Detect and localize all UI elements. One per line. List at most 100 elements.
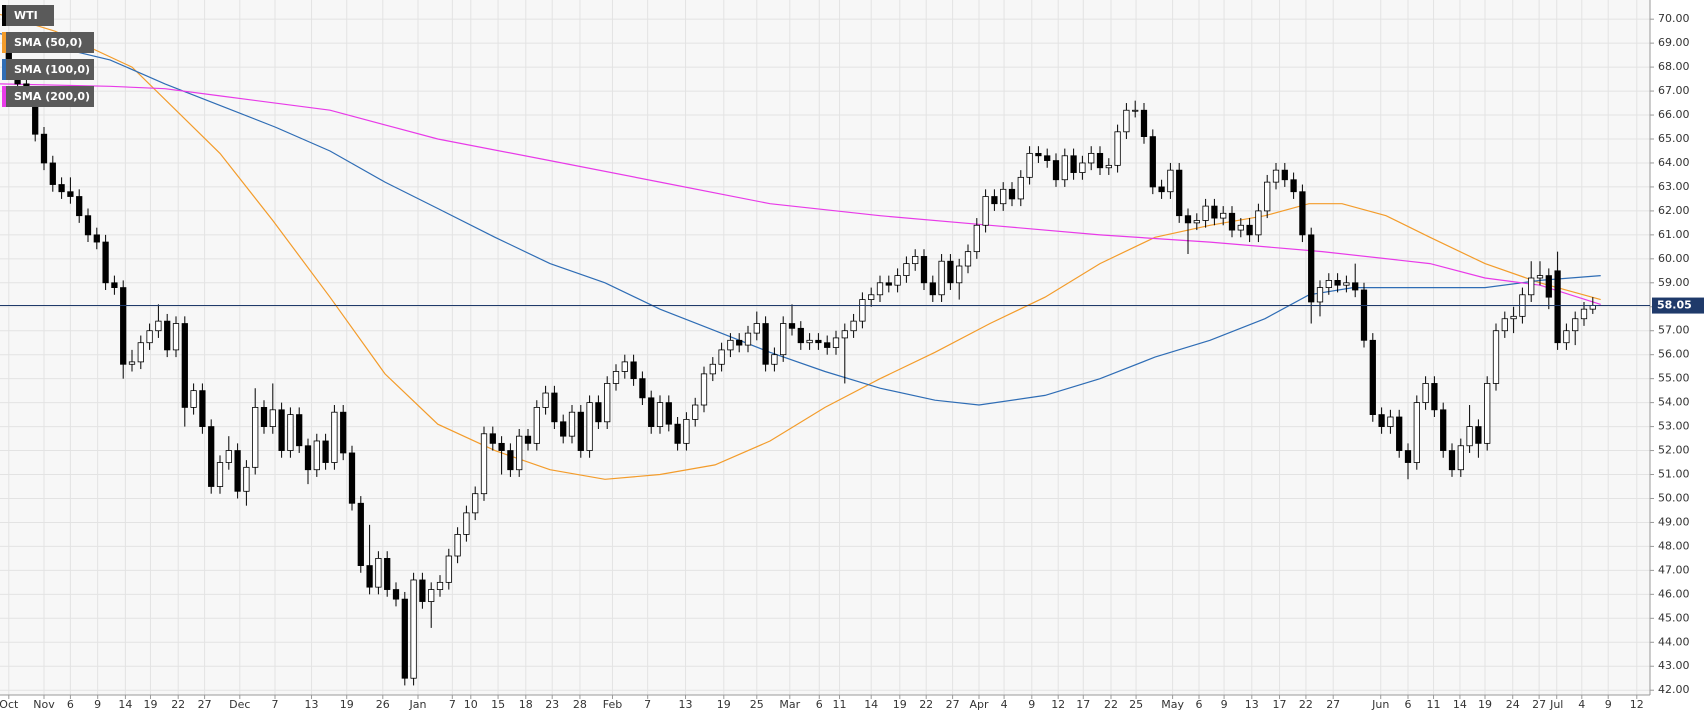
sma-line <box>0 33 1601 406</box>
candle-body <box>498 442 505 451</box>
candle-body <box>560 421 567 437</box>
candle-body <box>1220 212 1227 219</box>
candle-body <box>225 450 232 463</box>
x-tick-label: 22 <box>171 698 185 711</box>
x-tick-label: 22 <box>1299 698 1313 711</box>
candle-body <box>912 256 919 265</box>
candle-body <box>788 323 796 329</box>
candle-body <box>366 565 373 588</box>
candle-body <box>1448 450 1456 471</box>
x-tick-label: 27 <box>1326 698 1340 711</box>
x-tick-label: May <box>1161 698 1184 711</box>
x-tick-label: 14 <box>864 698 878 711</box>
legend-box <box>2 59 94 80</box>
y-tick-label: 49.00 <box>1658 515 1690 528</box>
x-tick-label: 19 <box>1478 698 1492 711</box>
candle-body <box>1255 210 1262 236</box>
candle-body <box>1510 315 1517 320</box>
x-tick-label: 13 <box>305 698 319 711</box>
candle-body <box>656 402 664 427</box>
candle-body <box>1290 179 1297 193</box>
candle-body <box>771 354 778 365</box>
candle-body <box>516 435 523 471</box>
x-tick-label: 12 <box>1630 698 1644 711</box>
candle-body <box>973 224 980 253</box>
x-tick-label: 28 <box>573 698 587 711</box>
candle-body <box>850 320 857 332</box>
candle-body <box>1589 305 1596 310</box>
legend-label: SMA (50,0) <box>14 36 82 49</box>
x-tick-label: 18 <box>519 698 533 711</box>
candle-body <box>357 502 364 566</box>
x-tick-label: 4 <box>1578 698 1585 711</box>
sma-line <box>0 83 1601 305</box>
candle-body <box>401 598 408 679</box>
candle-body <box>806 339 813 344</box>
y-tick-label: 65.00 <box>1658 132 1690 145</box>
x-tick-label: Jul <box>1549 698 1563 711</box>
x-tick-label: 26 <box>376 698 390 711</box>
x-tick-label: 13 <box>1245 698 1259 711</box>
candle-body <box>1026 152 1033 178</box>
candle-body <box>128 361 136 365</box>
candle-body <box>586 402 593 451</box>
candle-body <box>1299 191 1306 236</box>
x-tick-label: 27 <box>198 698 212 711</box>
candle-body <box>604 383 611 423</box>
candle-body <box>956 265 963 284</box>
x-tick-label: 13 <box>679 698 693 711</box>
legend-swatch <box>2 86 6 107</box>
candle-body <box>876 282 884 296</box>
candle-body <box>472 493 479 514</box>
y-tick-label: 61.00 <box>1658 228 1690 241</box>
x-tick-label: 14 <box>118 698 132 711</box>
candle-body <box>1264 181 1271 212</box>
x-tick-label: 19 <box>143 698 157 711</box>
y-tick-label: 45.00 <box>1658 611 1690 624</box>
candle-body <box>744 332 752 346</box>
x-tick-label: 17 <box>1076 698 1090 711</box>
candle-body <box>340 411 347 454</box>
candle-body <box>234 450 241 492</box>
x-tick-label: Mar <box>779 698 800 711</box>
legend-box <box>2 32 94 53</box>
candle-body <box>1184 215 1192 224</box>
y-tick-label: 63.00 <box>1658 180 1690 193</box>
candle-body <box>1413 402 1420 463</box>
candle-body <box>648 397 655 427</box>
candle-body <box>296 414 303 447</box>
candle-body <box>287 414 294 451</box>
y-tick-label: 70.00 <box>1658 12 1690 25</box>
legend: WTI SMA (50,0) SMA (100,0) SMA (200,0) <box>2 5 94 107</box>
candle-body <box>1017 176 1024 200</box>
candle-body <box>551 392 558 423</box>
candle-body <box>172 323 180 351</box>
candle-body <box>780 323 787 356</box>
y-tick-label: 55.00 <box>1658 372 1690 385</box>
candle-body <box>1035 152 1042 157</box>
candle-body <box>1528 277 1535 296</box>
candle-body <box>947 260 954 284</box>
candle-body <box>304 445 312 471</box>
y-tick-label: 44.00 <box>1658 635 1690 648</box>
candle-body <box>674 423 681 444</box>
y-tick-label: 47.00 <box>1658 563 1690 576</box>
x-tick-label: 6 <box>816 698 823 711</box>
y-tick-label: 51.00 <box>1658 468 1690 481</box>
x-tick-label: 9 <box>94 698 101 711</box>
x-tick-label: 19 <box>340 698 354 711</box>
x-tick-label: 15 <box>491 698 505 711</box>
candle-body <box>428 589 435 602</box>
candle-body <box>1123 109 1130 133</box>
x-tick-label: 22 <box>919 698 933 711</box>
candle-body <box>868 294 875 300</box>
x-tick-label: 9 <box>1605 698 1612 711</box>
candle-body <box>278 409 285 451</box>
x-tick-label: 27 <box>1532 698 1546 711</box>
y-tick-label: 56.00 <box>1658 348 1690 361</box>
y-tick-label: 46.00 <box>1658 587 1690 600</box>
candle-body <box>542 392 549 408</box>
candle-body <box>507 450 514 471</box>
legend-label: SMA (200,0) <box>14 90 90 103</box>
y-tick-label: 54.00 <box>1658 396 1690 409</box>
